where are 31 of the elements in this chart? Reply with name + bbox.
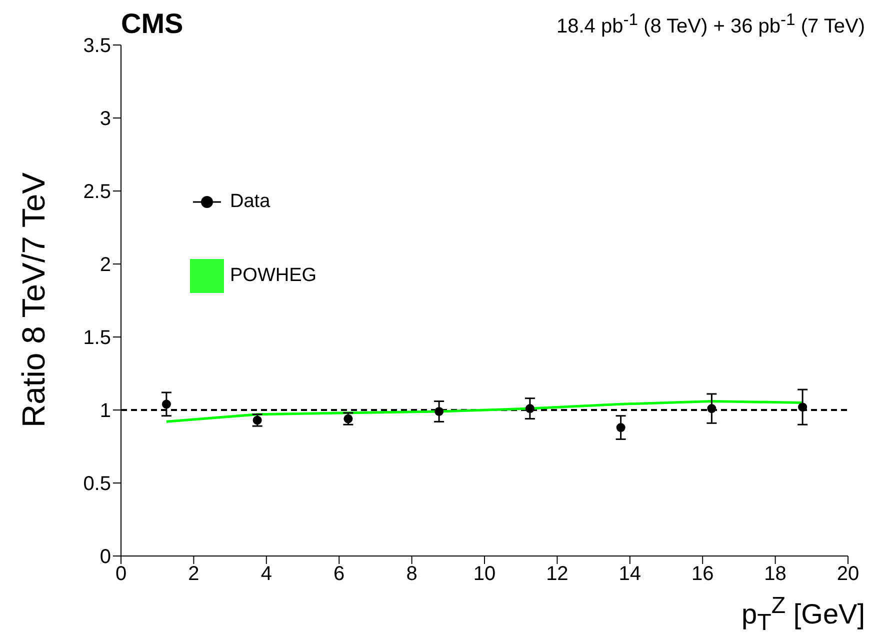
y-tick-label: 1.5 xyxy=(83,327,111,350)
y-tick-label: 0 xyxy=(100,546,111,568)
point xyxy=(162,400,171,409)
x-tick-label: 4 xyxy=(260,563,272,586)
point xyxy=(525,404,534,414)
y-tick-label: 2.5 xyxy=(83,181,111,204)
y-tick-label: 1 xyxy=(100,400,111,422)
x-tick-label: 20 xyxy=(836,563,860,586)
y-tick-label: 3 xyxy=(100,108,111,130)
y-tick-label: 3.5 xyxy=(83,35,111,58)
y-tick-label: 0.5 xyxy=(83,473,111,496)
x-tick-label: 12 xyxy=(546,563,568,586)
x-tick-label: 2 xyxy=(188,563,200,586)
y-axis-title: Ratio 8 TeV/7 TeV xyxy=(16,172,52,428)
chart-subtitle: 18.4 pb$^{-1}$ (8 TeV) + 36 pb$^{-1}$ (7 TeV) xyxy=(556,10,865,39)
chart-title: CMS xyxy=(121,8,184,40)
point xyxy=(707,404,716,414)
x-axis-title: p$_{T}$$^{Z}$ [GeV] xyxy=(742,592,865,636)
x-tick-label: 0 xyxy=(115,563,127,586)
x-tick-label: 16 xyxy=(691,563,714,586)
legend-label: Data xyxy=(230,191,270,213)
legend-label: POWHEG xyxy=(230,265,317,287)
x-tick-label: 6 xyxy=(334,563,345,586)
x-tick-label: 18 xyxy=(764,563,786,586)
y-tick-label: 2 xyxy=(100,254,111,276)
x-tick-label: 14 xyxy=(618,563,642,586)
x-tick-label: 8 xyxy=(406,563,418,586)
point xyxy=(616,423,626,432)
point xyxy=(798,402,808,412)
point xyxy=(434,406,444,416)
x-tick-label: 10 xyxy=(473,563,496,586)
